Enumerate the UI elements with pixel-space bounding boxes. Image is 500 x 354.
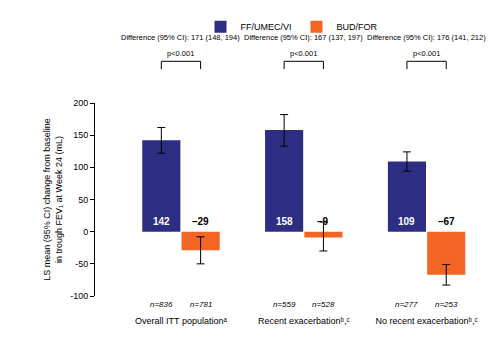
svg-text:n=836: n=836	[150, 300, 173, 309]
svg-text:Difference (95% CI): 167 (137,: Difference (95% CI): 167 (137, 197)	[244, 33, 363, 42]
svg-text:Recent exacerbationᵇ,ᶜ: Recent exacerbationᵇ,ᶜ	[258, 316, 350, 326]
svg-text:–67: –67	[438, 216, 455, 227]
svg-text:109: 109	[398, 216, 415, 227]
svg-text:–29: –29	[192, 216, 209, 227]
svg-text:p<0.001: p<0.001	[413, 49, 440, 58]
svg-text:158: 158	[276, 216, 293, 227]
svg-text:50: 50	[78, 195, 88, 205]
svg-text:No recent exacerbationᵇ,ᶜ: No recent exacerbationᵇ,ᶜ	[376, 316, 478, 326]
svg-text:n=253: n=253	[435, 300, 458, 309]
svg-text:BUD/FOR: BUD/FOR	[337, 22, 378, 32]
svg-text:100: 100	[73, 162, 88, 172]
svg-text:n=277: n=277	[395, 300, 418, 309]
svg-text:n=781: n=781	[190, 300, 212, 309]
svg-text:-100: -100	[70, 291, 88, 301]
svg-text:0: 0	[83, 227, 88, 237]
svg-text:–9: –9	[317, 216, 329, 227]
svg-text:200: 200	[73, 98, 88, 108]
svg-text:142: 142	[153, 216, 170, 227]
svg-text:Difference (95% CI): 176 (141,: Difference (95% CI): 176 (141, 212)	[367, 33, 486, 42]
svg-text:n=559: n=559	[273, 300, 296, 309]
svg-text:p<0.001: p<0.001	[290, 49, 317, 58]
svg-text:-50: -50	[75, 259, 88, 269]
svg-text:p<0.001: p<0.001	[167, 49, 194, 58]
svg-text:FF/UMEC/VI: FF/UMEC/VI	[241, 22, 292, 32]
svg-text:LS mean (95% CI) change from b: LS mean (95% CI) change from baselinein …	[42, 118, 64, 281]
svg-text:Difference (95% CI): 171 (148,: Difference (95% CI): 171 (148, 194)	[121, 33, 240, 42]
svg-text:Overall ITT populationᵃ: Overall ITT populationᵃ	[135, 316, 227, 326]
svg-text:n=528: n=528	[312, 300, 335, 309]
svg-text:150: 150	[73, 130, 88, 140]
